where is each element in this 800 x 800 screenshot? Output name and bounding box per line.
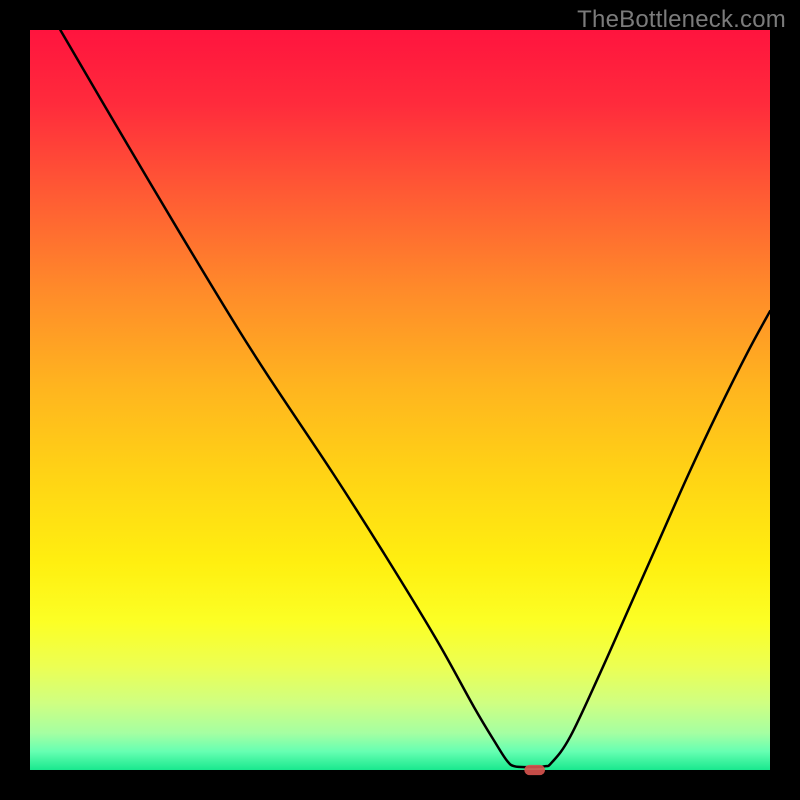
- chart-stage: TheBottleneck.com: [0, 0, 800, 800]
- optimal-marker: [524, 765, 545, 775]
- watermark-text: TheBottleneck.com: [577, 6, 786, 34]
- bottleneck-chart: [0, 0, 800, 800]
- plot-background: [30, 30, 770, 770]
